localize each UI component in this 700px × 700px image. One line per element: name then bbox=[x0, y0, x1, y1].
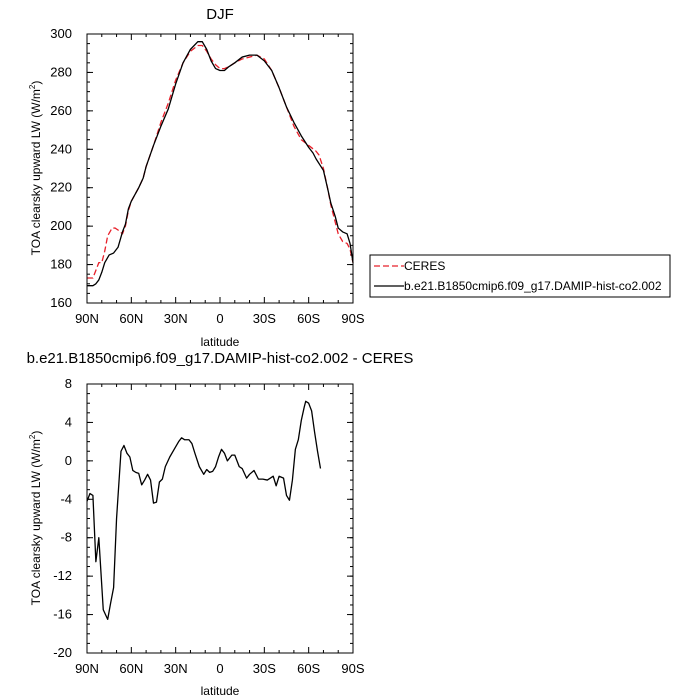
bottom-ytick-label: -8 bbox=[60, 530, 72, 545]
legend-label-model: b.e21.B1850cmip6.f09_g17.DAMIP-hist-co2.… bbox=[404, 279, 662, 293]
top-xtick-label: 30N bbox=[164, 311, 188, 326]
top-xtick-label: 60S bbox=[297, 311, 320, 326]
top-chart-ylabel: TOA clearsky upward LW (W/m2) bbox=[28, 81, 43, 256]
bottom-chart-ylabel: TOA clearsky upward LW (W/m2) bbox=[28, 431, 43, 606]
legend-box bbox=[369, 254, 671, 298]
bottom-series-line-0 bbox=[86, 400, 322, 621]
bottom-ylabel-sup: 2 bbox=[28, 434, 37, 439]
bottom-ytick-label: -12 bbox=[53, 568, 72, 583]
top-ytick-label: 200 bbox=[50, 218, 72, 233]
top-ytick-label: 220 bbox=[50, 180, 72, 195]
legend: CERES b.e21.B1850cmip6.f09_g17.DAMIP-his… bbox=[369, 254, 671, 298]
top-chart: DJF 90N 60N 30N 0 30S 60S 90S 160 180 200 220 240 26… bbox=[28, 6, 365, 349]
bottom-ylabel-suffix: ) bbox=[29, 431, 43, 435]
bottom-ylabel-main: TOA clearsky upward LW (W/m bbox=[29, 439, 43, 605]
bottom-xtick-label: 90N bbox=[75, 661, 99, 676]
bottom-ytick-label: -20 bbox=[53, 645, 72, 660]
bottom-xtick-label: 30S bbox=[253, 661, 276, 676]
top-xtick-label: 90N bbox=[75, 311, 99, 326]
bottom-ytick-label: -4 bbox=[60, 491, 72, 506]
top-ylabel-main: TOA clearsky upward LW (W/m bbox=[29, 89, 43, 255]
bottom-chart-xlabel: latitude bbox=[201, 684, 240, 698]
bottom-ytick-label: -16 bbox=[53, 607, 72, 622]
top-ytick-label: 300 bbox=[50, 26, 72, 41]
top-chart-xlabel: latitude bbox=[201, 335, 240, 349]
top-xtick-label: 30S bbox=[253, 311, 276, 326]
top-chart-frame bbox=[86, 33, 354, 304]
top-ytick-label: 280 bbox=[50, 64, 72, 79]
bottom-xtick-label: 60S bbox=[297, 661, 320, 676]
bottom-ytick-label: 4 bbox=[65, 414, 72, 429]
top-xtick-label: 60N bbox=[119, 311, 143, 326]
top-chart-title: DJF bbox=[206, 6, 234, 23]
top-series-line-0 bbox=[87, 44, 354, 279]
bottom-xtick-label: 90S bbox=[341, 661, 364, 676]
top-ytick-label: 180 bbox=[50, 257, 72, 272]
bottom-xtick-label: 30N bbox=[164, 661, 188, 676]
bottom-ytick-label: 0 bbox=[65, 453, 72, 468]
top-ytick-label: 160 bbox=[50, 295, 72, 310]
top-ytick-label: 240 bbox=[50, 141, 72, 156]
bottom-chart: b.e21.B1850cmip6.f09_g17.DAMIP-hist-co2.… bbox=[27, 350, 414, 698]
legend-label-ceres: CERES bbox=[404, 259, 445, 273]
top-series-line-1 bbox=[87, 41, 354, 287]
top-xtick-label: 0 bbox=[216, 311, 223, 326]
bottom-xtick-label: 60N bbox=[119, 661, 143, 676]
bottom-chart-title: b.e21.B1850cmip6.f09_g17.DAMIP-hist-co2.… bbox=[27, 350, 414, 367]
top-ytick-label: 260 bbox=[50, 103, 72, 118]
bottom-ytick-label: 8 bbox=[65, 376, 72, 391]
top-ylabel-sup: 2 bbox=[28, 84, 37, 89]
top-xtick-label: 90S bbox=[341, 311, 364, 326]
top-ylabel-suffix: ) bbox=[29, 81, 43, 85]
bottom-chart-frame bbox=[86, 383, 354, 654]
bottom-xtick-label: 0 bbox=[216, 661, 223, 676]
